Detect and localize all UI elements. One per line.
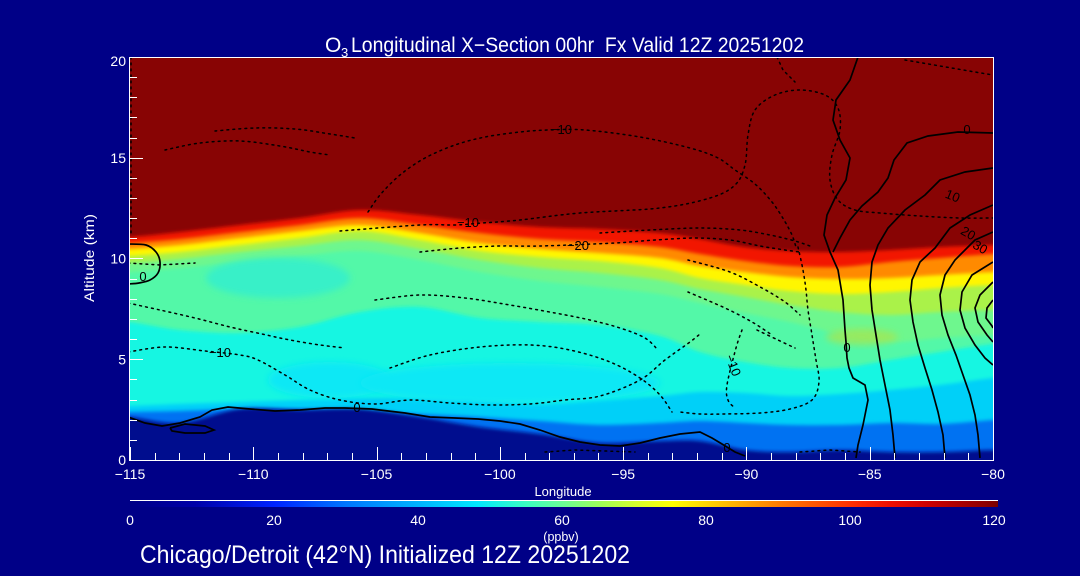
- svg-text:−100: −100: [484, 466, 516, 482]
- svg-text:10: 10: [110, 251, 126, 267]
- svg-text:0: 0: [353, 400, 360, 415]
- svg-text:80: 80: [698, 512, 714, 528]
- svg-text:0: 0: [139, 269, 146, 284]
- svg-text:−110: −110: [238, 466, 269, 482]
- svg-text:5: 5: [118, 351, 126, 367]
- svg-text:−115: −115: [115, 466, 146, 482]
- svg-text:0: 0: [963, 122, 970, 137]
- svg-text:−95: −95: [611, 466, 635, 482]
- svg-text:20: 20: [958, 223, 978, 243]
- svg-text:3: 3: [341, 45, 348, 60]
- svg-text:−10: −10: [209, 345, 231, 360]
- svg-text:20: 20: [266, 512, 282, 528]
- svg-text:0: 0: [126, 512, 134, 528]
- svg-text:40: 40: [410, 512, 426, 528]
- svg-text:0: 0: [118, 452, 126, 468]
- svg-text:0: 0: [843, 340, 850, 355]
- svg-text:0: 0: [723, 440, 730, 455]
- svg-text:60: 60: [554, 512, 570, 528]
- svg-text:Altitude (km): Altitude (km): [81, 214, 97, 302]
- svg-text:10: 10: [943, 186, 962, 205]
- svg-text:−105: −105: [361, 466, 393, 482]
- svg-text:(ppbv): (ppbv): [543, 530, 578, 544]
- svg-text:Longitude: Longitude: [534, 484, 591, 499]
- svg-text:100: 100: [838, 512, 862, 528]
- svg-text:Chicago/Detroit (42°N) Initial: Chicago/Detroit (42°N) Initialized 12Z 2…: [140, 541, 630, 569]
- svg-text:−80: −80: [981, 466, 1005, 482]
- svg-text:−20: −20: [567, 238, 589, 253]
- svg-text:Longitudinal X−Section 00hr F: Longitudinal X−Section 00hr Fx Valid 12Z…: [351, 34, 804, 57]
- svg-text:−10: −10: [457, 215, 479, 230]
- svg-text:−10: −10: [550, 122, 572, 137]
- svg-text:−85: −85: [858, 466, 882, 482]
- svg-text:30: 30: [970, 237, 990, 257]
- svg-text:120: 120: [982, 512, 1006, 528]
- svg-text:15: 15: [110, 150, 126, 166]
- svg-text:O: O: [325, 34, 341, 57]
- svg-text:−90: −90: [735, 466, 759, 482]
- svg-text:20: 20: [110, 53, 126, 69]
